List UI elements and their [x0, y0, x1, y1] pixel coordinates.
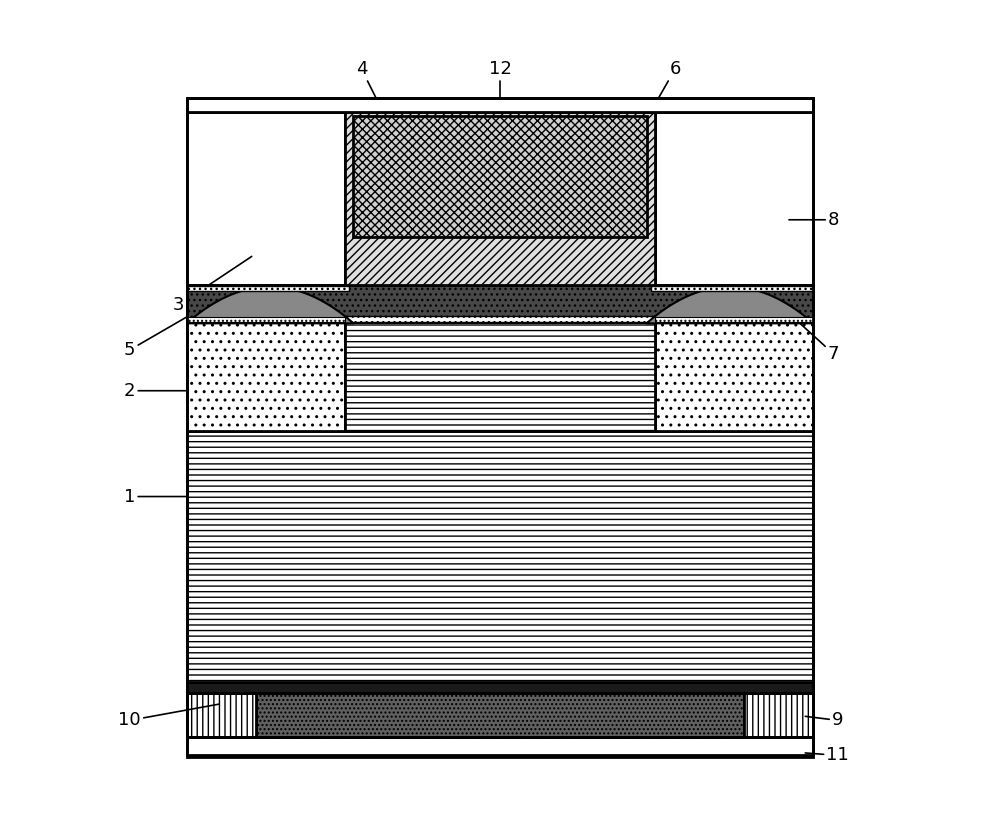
Bar [187, 98, 813, 757]
Bar [187, 693, 813, 737]
Bar [353, 116, 647, 237]
Bar [187, 682, 813, 693]
Polygon shape [187, 287, 353, 323]
Bar [655, 317, 813, 322]
Bar [187, 322, 345, 431]
Bar [187, 431, 813, 682]
Bar [187, 286, 349, 291]
Bar [345, 322, 655, 431]
Text: 11: 11 [805, 746, 849, 764]
Bar [187, 112, 345, 285]
Text: 5: 5 [124, 305, 207, 359]
Text: 1: 1 [124, 488, 187, 505]
Text: 2: 2 [124, 382, 187, 400]
Text: 6: 6 [642, 60, 681, 126]
Bar [187, 285, 813, 322]
Bar [655, 322, 813, 431]
Bar [651, 286, 813, 291]
Bar [744, 693, 813, 737]
Text: 7: 7 [789, 313, 839, 363]
Text: 12: 12 [489, 60, 511, 126]
Bar [345, 112, 655, 285]
Polygon shape [647, 287, 813, 323]
Bar [187, 737, 813, 755]
Bar [256, 693, 744, 737]
Text: 4: 4 [356, 60, 390, 126]
Bar [345, 316, 655, 322]
Text: 10: 10 [118, 704, 219, 729]
Bar [187, 693, 256, 737]
Text: 8: 8 [789, 211, 839, 229]
Bar [187, 317, 345, 322]
Text: 3: 3 [173, 256, 252, 314]
Bar [655, 112, 813, 285]
Bar [187, 98, 813, 112]
Text: 9: 9 [805, 711, 844, 729]
